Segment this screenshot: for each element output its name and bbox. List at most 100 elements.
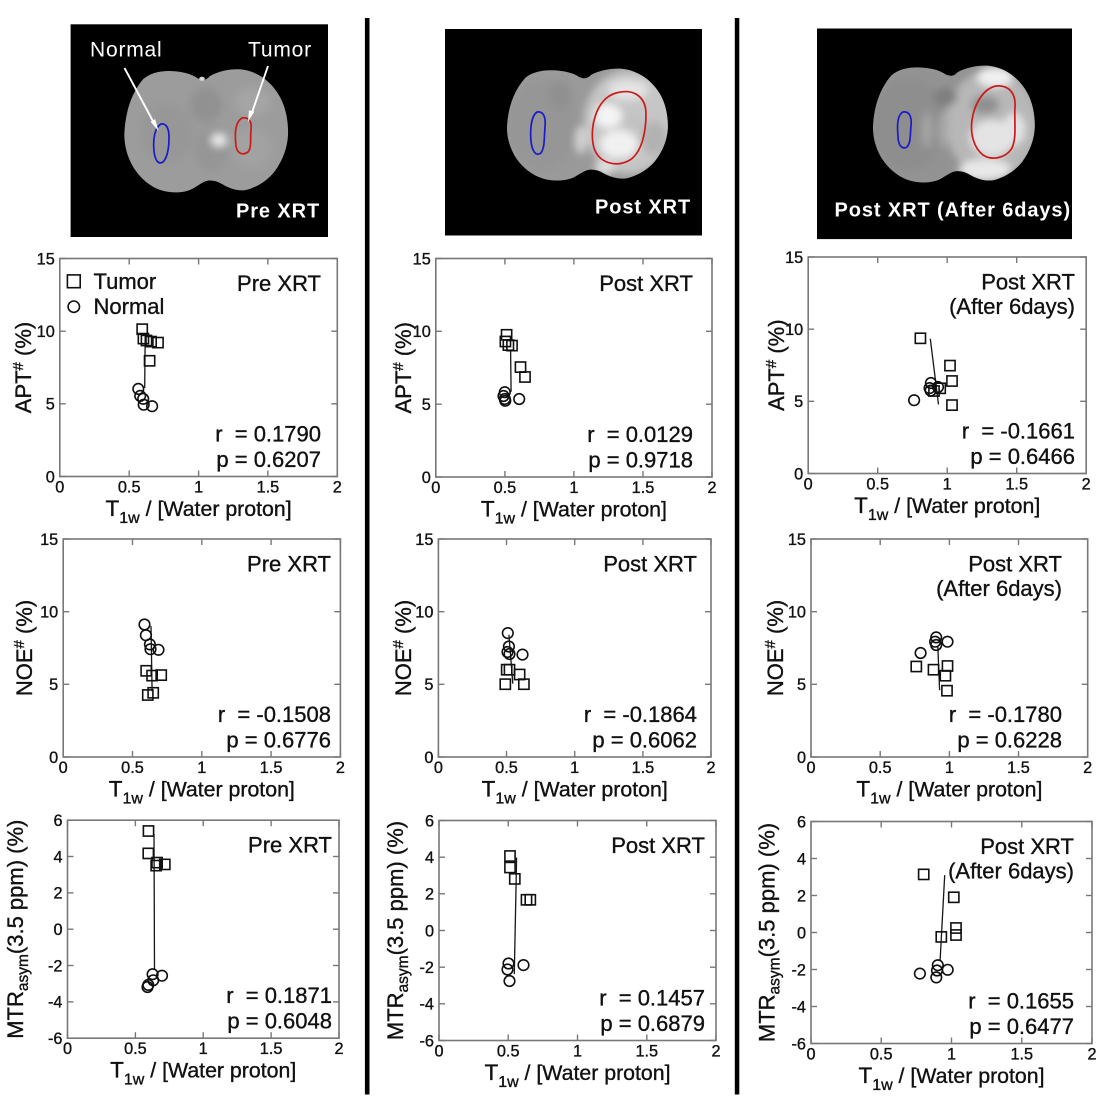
svg-text:r = 0.1790: r = 0.1790 bbox=[215, 422, 321, 447]
svg-text:r = 0.1457: r = 0.1457 bbox=[599, 986, 705, 1011]
svg-text:0.5: 0.5 bbox=[869, 759, 892, 777]
svg-text:p = 0.6048: p = 0.6048 bbox=[227, 1009, 332, 1034]
svg-text:Post XRT: Post XRT bbox=[603, 552, 697, 577]
svg-text:0: 0 bbox=[422, 469, 431, 487]
svg-text:10: 10 bbox=[415, 604, 433, 622]
svg-text:10: 10 bbox=[785, 321, 803, 339]
svg-text:p = 0.6207: p = 0.6207 bbox=[216, 447, 321, 472]
svg-text:0: 0 bbox=[49, 749, 58, 767]
svg-text:1: 1 bbox=[947, 1045, 956, 1063]
svg-text:-4: -4 bbox=[792, 998, 806, 1016]
svg-text:T1w / [Water proton]: T1w / [Water proton] bbox=[856, 776, 1042, 807]
svg-text:(After 6days): (After 6days) bbox=[948, 859, 1074, 884]
svg-text:T1w / [Water proton]: T1w / [Water proton] bbox=[858, 1063, 1044, 1094]
svg-text:10: 10 bbox=[788, 604, 806, 622]
svg-text:MTRasym(3.5 ppm) (%): MTRasym(3.5 ppm) (%) bbox=[383, 821, 412, 1040]
svg-text:1.5: 1.5 bbox=[1007, 759, 1030, 777]
svg-text:Post XRT: Post XRT bbox=[980, 834, 1074, 859]
svg-text:Pre XRT: Pre XRT bbox=[236, 201, 320, 223]
svg-text:1.5: 1.5 bbox=[260, 759, 283, 777]
svg-text:1.5: 1.5 bbox=[257, 478, 280, 496]
svg-text:1: 1 bbox=[197, 759, 206, 777]
svg-text:0: 0 bbox=[804, 475, 813, 493]
svg-text:T1w / [Water proton]: T1w / [Water proton] bbox=[106, 496, 292, 527]
svg-text:2: 2 bbox=[711, 1042, 720, 1060]
svg-text:5: 5 bbox=[422, 396, 431, 414]
svg-text:2: 2 bbox=[1083, 759, 1092, 777]
svg-text:0.5: 0.5 bbox=[866, 475, 889, 493]
svg-text:p = 0.6228: p = 0.6228 bbox=[957, 728, 1062, 753]
svg-text:-6: -6 bbox=[420, 1032, 434, 1050]
svg-text:-6: -6 bbox=[792, 1035, 806, 1053]
svg-text:(After 6days): (After 6days) bbox=[949, 294, 1075, 319]
svg-text:NOE# (%): NOE# (%) bbox=[390, 600, 416, 696]
svg-text:Normal: Normal bbox=[94, 294, 165, 319]
svg-text:-4: -4 bbox=[48, 994, 62, 1012]
svg-text:1.5: 1.5 bbox=[632, 479, 655, 497]
svg-text:(After 6days): (After 6days) bbox=[936, 576, 1062, 601]
svg-text:1.5: 1.5 bbox=[632, 759, 655, 777]
svg-text:2: 2 bbox=[333, 478, 342, 496]
svg-text:T1w / [Water proton]: T1w / [Water proton] bbox=[482, 776, 668, 807]
svg-text:10: 10 bbox=[40, 604, 58, 622]
svg-text:MTRasym(3.5 ppm) (%): MTRasym(3.5 ppm) (%) bbox=[755, 823, 784, 1042]
svg-text:2: 2 bbox=[1082, 475, 1091, 493]
svg-text:0: 0 bbox=[806, 759, 815, 777]
svg-text:4: 4 bbox=[53, 848, 62, 866]
svg-text:APT# (%): APT# (%) bbox=[763, 319, 789, 410]
svg-text:2: 2 bbox=[53, 885, 62, 903]
svg-text:4: 4 bbox=[425, 849, 434, 867]
svg-text:Pre XRT: Pre XRT bbox=[247, 552, 331, 577]
svg-text:15: 15 bbox=[413, 250, 431, 268]
svg-text:-2: -2 bbox=[48, 957, 62, 975]
svg-text:10: 10 bbox=[37, 323, 55, 341]
svg-text:2: 2 bbox=[707, 479, 716, 497]
svg-text:1: 1 bbox=[943, 475, 952, 493]
svg-text:MTRasym(3.5 ppm) (%): MTRasym(3.5 ppm) (%) bbox=[3, 820, 32, 1039]
svg-text:p = 0.6466: p = 0.6466 bbox=[970, 444, 1075, 469]
svg-text:0: 0 bbox=[797, 749, 806, 767]
svg-text:2: 2 bbox=[336, 759, 345, 777]
svg-text:NOE# (%): NOE# (%) bbox=[11, 600, 37, 696]
svg-text:0.5: 0.5 bbox=[121, 759, 144, 777]
svg-text:1: 1 bbox=[199, 1040, 208, 1058]
svg-text:Normal: Normal bbox=[90, 39, 162, 62]
svg-text:p = 0.6062: p = 0.6062 bbox=[592, 728, 697, 753]
svg-text:Post XRT: Post XRT bbox=[968, 552, 1062, 577]
svg-text:1.5: 1.5 bbox=[1005, 475, 1028, 493]
svg-text:0: 0 bbox=[431, 479, 440, 497]
svg-text:0: 0 bbox=[55, 478, 64, 496]
svg-text:p = 0.9718: p = 0.9718 bbox=[588, 448, 693, 473]
svg-text:2: 2 bbox=[706, 759, 715, 777]
svg-text:0: 0 bbox=[425, 922, 434, 940]
svg-text:1: 1 bbox=[573, 1042, 582, 1060]
svg-text:1: 1 bbox=[194, 478, 203, 496]
svg-text:r = -0.1661: r = -0.1661 bbox=[962, 419, 1075, 444]
svg-text:6: 6 bbox=[425, 812, 434, 830]
svg-text:0: 0 bbox=[434, 1042, 443, 1060]
svg-text:NOE# (%): NOE# (%) bbox=[762, 600, 788, 696]
svg-text:0.5: 0.5 bbox=[497, 1042, 520, 1060]
svg-text:p = 0.6477: p = 0.6477 bbox=[969, 1014, 1074, 1039]
svg-text:-6: -6 bbox=[48, 1030, 62, 1048]
svg-text:Post XRT: Post XRT bbox=[981, 270, 1075, 295]
svg-text:0.5: 0.5 bbox=[118, 478, 141, 496]
svg-text:0: 0 bbox=[806, 1045, 815, 1063]
svg-text:T1w / [Water proton]: T1w / [Water proton] bbox=[481, 496, 667, 527]
svg-text:Pre XRT: Pre XRT bbox=[248, 833, 332, 858]
svg-text:r = -0.1864: r = -0.1864 bbox=[584, 702, 697, 727]
svg-text:1: 1 bbox=[569, 479, 578, 497]
svg-text:4: 4 bbox=[797, 850, 806, 868]
svg-text:0: 0 bbox=[63, 1040, 72, 1058]
svg-text:r = -0.1780: r = -0.1780 bbox=[949, 702, 1062, 727]
svg-text:5: 5 bbox=[794, 393, 803, 411]
svg-text:0.5: 0.5 bbox=[495, 759, 518, 777]
svg-text:Post XRT (After 6days): Post XRT (After 6days) bbox=[835, 200, 1072, 222]
svg-text:Post XRT: Post XRT bbox=[595, 197, 691, 219]
svg-text:T1w / [Water proton]: T1w / [Water proton] bbox=[484, 1060, 670, 1091]
svg-text:p = 0.6776: p = 0.6776 bbox=[226, 728, 331, 753]
svg-text:15: 15 bbox=[785, 249, 803, 267]
svg-text:0: 0 bbox=[797, 924, 806, 942]
svg-text:T1w / [Water proton]: T1w / [Water proton] bbox=[110, 1058, 296, 1089]
svg-text:6: 6 bbox=[53, 812, 62, 830]
